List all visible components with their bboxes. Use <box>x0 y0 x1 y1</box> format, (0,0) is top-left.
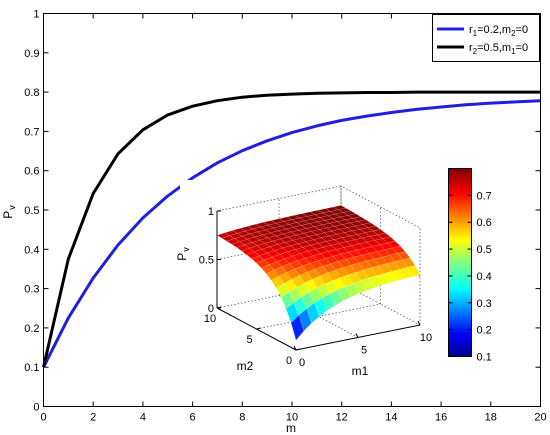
surface-patch <box>260 224 274 231</box>
surface-patch <box>256 259 270 269</box>
inset-m1-tick-label: 10 <box>420 332 432 344</box>
legend-entry-0: r1=0.2,m2=0 <box>469 24 528 38</box>
surface-patch <box>249 231 264 238</box>
inset-right-wall <box>340 185 421 326</box>
surface-patch <box>216 232 231 239</box>
y-tick-label: 0.9 <box>24 48 39 60</box>
y-tick-label: 0.4 <box>24 244 39 256</box>
x-tick-label: 8 <box>239 412 245 424</box>
surface-patch <box>272 238 286 245</box>
y-axis-label-main: P <box>1 211 15 219</box>
colorbar-tick-label: 0.7 <box>477 190 492 202</box>
y-tick-label: 0.8 <box>24 87 39 99</box>
legend-box <box>432 14 540 62</box>
inset-x-axis-label: m1 <box>352 364 369 378</box>
series-line-1 <box>42 90 541 368</box>
inset-z-tick-label: 0 <box>208 303 214 315</box>
surface-patch <box>368 275 382 289</box>
colorbar-ticks: 0.1 0.2 0.3 0.4 0.5 0.6 0.7 <box>448 190 492 364</box>
surface-patch <box>290 314 305 341</box>
inset-m2-tick-label: 0 <box>286 355 292 367</box>
x-axis-label: m <box>286 421 296 435</box>
surface-patch <box>316 220 331 226</box>
colorbar-tick-label: 0.4 <box>477 271 492 283</box>
surface-patch <box>340 251 355 260</box>
surface-patch <box>282 245 296 253</box>
x-tick-label: 20 <box>534 412 546 424</box>
y-axis-label: Pv <box>1 205 17 219</box>
legend-entry-1: r2=0.5,m1=0 <box>469 42 528 56</box>
x-tick-label: 4 <box>140 412 146 424</box>
inset-z-tick-label: 1 <box>208 206 214 218</box>
colorbar-gradient <box>448 168 472 357</box>
y-ticks: 0 0.1 0.2 0.3 0.4 0.5 0.6 0.7 0.8 0.9 1 <box>24 9 541 414</box>
series-line-0 <box>42 99 541 368</box>
colorbar-tick-label: 0.5 <box>477 244 492 256</box>
inset-m2-tick-label: 5 <box>246 334 252 346</box>
inset-z-axis-label: Pv <box>175 247 191 261</box>
inset-m2-tick-mark <box>216 306 222 309</box>
inset-surface <box>216 205 421 341</box>
y-tick-label: 0.5 <box>24 205 39 217</box>
y-axis-label-sub: v <box>7 205 17 210</box>
inset-z-tick-label: 0.5 <box>199 255 214 267</box>
surface-patch <box>268 261 283 271</box>
colorbar-tick-label: 0.6 <box>477 217 492 229</box>
main-axes: 0 2 4 6 8 10 12 14 16 18 20 00.10.20.30.40.50.60.7… <box>1 9 547 435</box>
y-tick-label: 0.2 <box>24 323 39 335</box>
main-lines <box>42 90 541 368</box>
colorbar: 0.1 0.2 0.3 0.4 0.5 0.6 0.7 <box>448 168 492 364</box>
inset-y-axis-label: m2 <box>237 359 254 373</box>
inset-m2-tick-mark <box>295 348 301 351</box>
x-tick-label: 10 <box>286 412 298 424</box>
surface-patch <box>399 267 413 279</box>
surface-patch <box>248 245 263 253</box>
surface-patch <box>361 236 376 243</box>
surface-patch <box>315 232 330 239</box>
surface-patch <box>271 275 285 289</box>
inset-m1-tick-mark <box>355 333 359 338</box>
surface-patch <box>241 247 255 255</box>
x-tick-label: 2 <box>90 412 96 424</box>
inset-m2-tick-mark <box>256 327 261 330</box>
inset-m2-tick-label: 10 <box>204 313 216 325</box>
y-tick-label: 0 <box>33 402 39 414</box>
surface-patch <box>280 291 295 310</box>
surface-patch <box>244 228 259 235</box>
y-tick-label: 0.3 <box>24 284 39 296</box>
inset-m1-tick-label: 5 <box>361 345 367 357</box>
inset-m1-tick-mark <box>293 345 297 351</box>
colorbar-tick-label: 0.3 <box>477 298 492 310</box>
x-tick-label: 0 <box>40 412 46 424</box>
surface-patch <box>358 260 372 271</box>
x-tick-label: 16 <box>435 412 447 424</box>
x-tick-label: 18 <box>485 412 497 424</box>
surface-patch <box>226 238 241 245</box>
surface-patch <box>261 264 275 275</box>
y-tick-label: 0.6 <box>24 166 39 178</box>
inset-m1-tick-label: 0 <box>299 357 305 369</box>
x-tick-label: 6 <box>190 412 196 424</box>
y-tick-label: 1 <box>33 9 39 21</box>
x-ticks: 0 2 4 6 8 10 12 14 16 18 20 <box>40 13 547 424</box>
legend: r1=0.2,m2=0 r2=0.5,m1=0 <box>432 14 540 62</box>
y-tick-label: 0.7 <box>24 126 39 138</box>
inset-m1-tick-mark <box>417 320 421 326</box>
colorbar-tick-label: 0.2 <box>477 325 492 337</box>
y-tick-label: 0.1 <box>24 362 39 374</box>
x-tick-label: 12 <box>336 412 348 424</box>
colorbar-tick-label: 0.1 <box>477 352 492 364</box>
x-tick-label: 14 <box>385 412 397 424</box>
